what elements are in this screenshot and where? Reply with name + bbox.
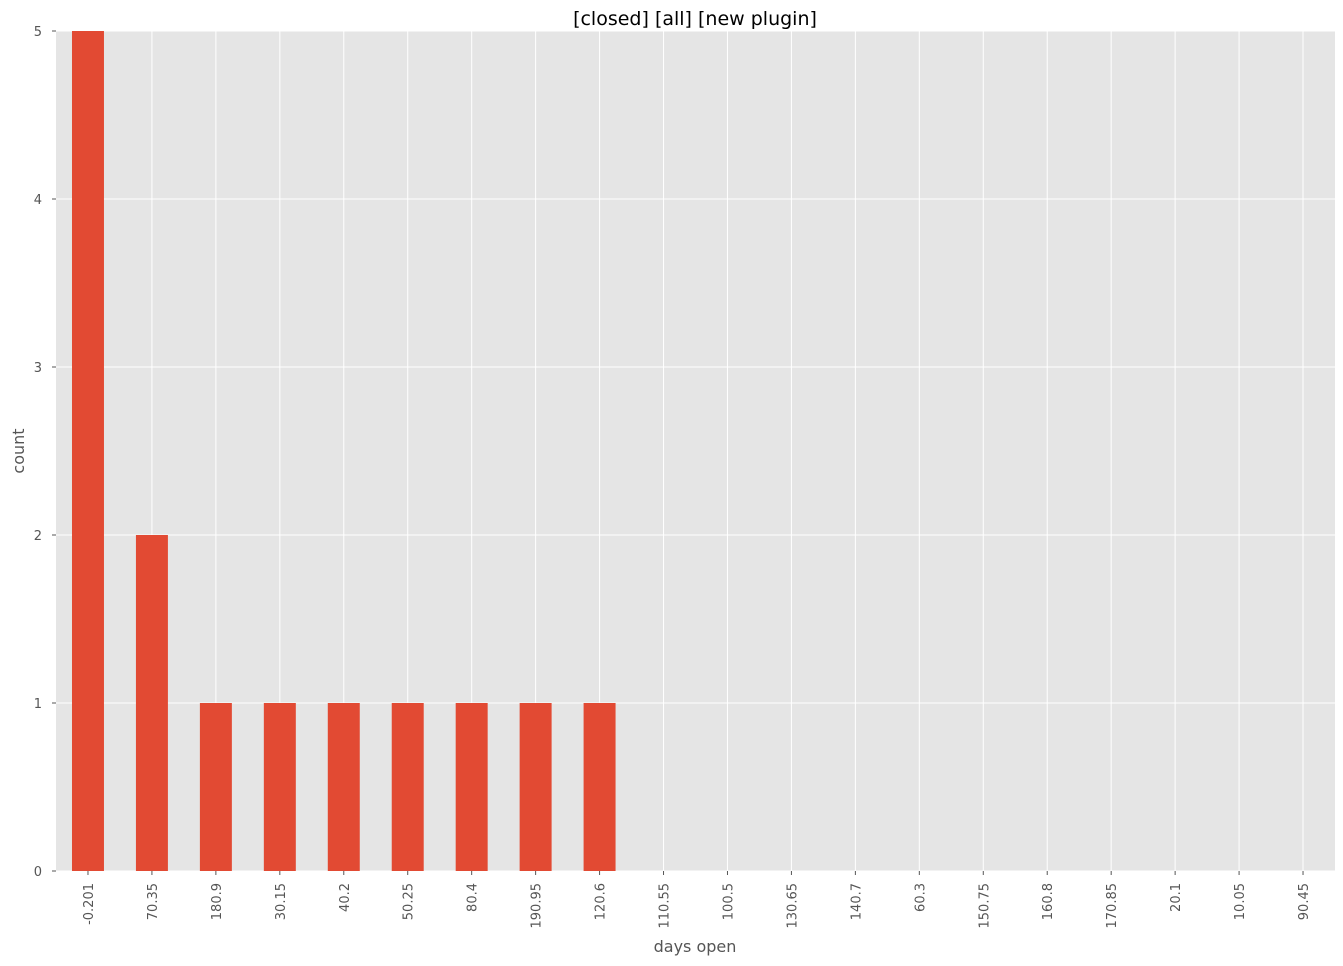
x-tick-label: 140.7 [849, 883, 864, 920]
chart-title: [closed] [all] [new plugin] [573, 8, 817, 30]
y-tick-label: 2 [34, 529, 42, 544]
bar [199, 703, 232, 871]
y-tick-label: 1 [34, 697, 42, 712]
y-tick-label: 0 [34, 865, 42, 880]
x-tick-label: 150.75 [977, 883, 992, 929]
bar [519, 703, 552, 871]
bars [71, 31, 616, 871]
x-tick-label: 100.5 [721, 883, 736, 920]
y-tick-label: 3 [34, 361, 42, 376]
bar [455, 703, 488, 871]
x-tick-label: 70.35 [146, 883, 161, 920]
x-tick-label: 40.2 [338, 883, 353, 912]
x-tick-label: 50.25 [402, 883, 417, 920]
y-tick-label: 4 [34, 193, 42, 208]
bar [71, 31, 104, 871]
x-tick-label: 160.8 [1041, 883, 1056, 920]
x-tick-label: 170.85 [1105, 883, 1120, 929]
bar [263, 703, 296, 871]
y-axis-label: count [9, 428, 28, 473]
bar [391, 703, 424, 871]
y-tick-label: 5 [34, 25, 42, 40]
x-axis-ticks: -0.201 70.35 180.9 30.15 40.2 50.25 80.4 190.95… [82, 871, 1312, 929]
x-tick-label: 110.55 [658, 883, 673, 929]
plot-area [56, 31, 1335, 871]
x-tick-label: 180.9 [210, 883, 225, 920]
bar [327, 703, 360, 871]
x-tick-label: -0.201 [82, 883, 97, 925]
x-tick-label: 80.4 [466, 883, 481, 912]
y-axis-ticks: 0 1 2 3 4 5 [34, 25, 56, 880]
bar [135, 535, 168, 871]
x-tick-label: 30.15 [274, 883, 289, 920]
x-tick-label: 90.45 [1297, 883, 1312, 920]
x-axis-label: days open [654, 937, 737, 956]
x-tick-label: 60.3 [913, 883, 928, 912]
x-tick-label: 130.65 [785, 883, 800, 929]
bar [583, 703, 616, 871]
x-tick-label: 20.1 [1169, 883, 1184, 912]
x-tick-label: 120.6 [594, 883, 609, 920]
x-tick-label: 190.95 [530, 883, 545, 929]
x-tick-label: 10.05 [1233, 883, 1248, 920]
